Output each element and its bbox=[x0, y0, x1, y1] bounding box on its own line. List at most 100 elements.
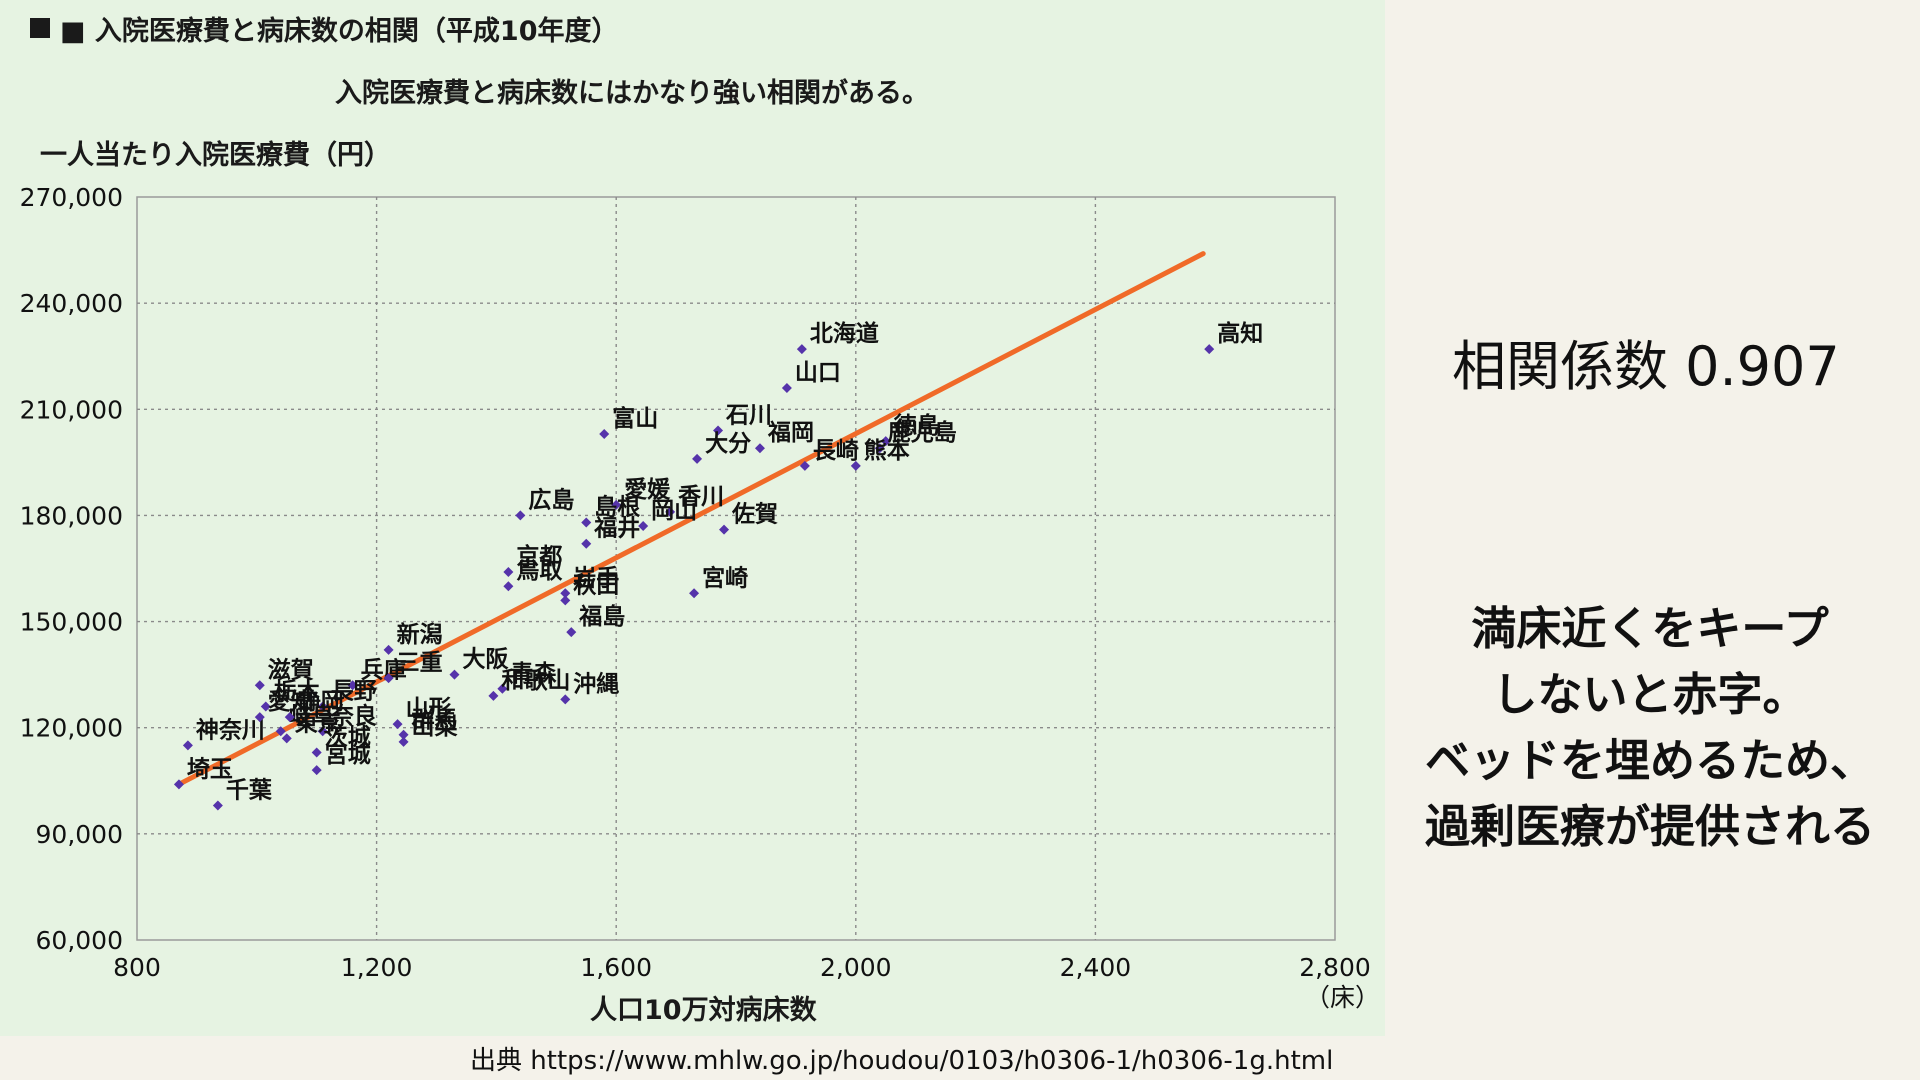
data-point bbox=[689, 588, 700, 599]
point-label: 香川 bbox=[678, 484, 724, 510]
point-label: 神奈川 bbox=[196, 716, 265, 743]
data-point bbox=[449, 669, 460, 680]
point-label: 北海道 bbox=[810, 320, 879, 347]
data-point bbox=[719, 524, 730, 535]
point-label: 宮崎 bbox=[702, 564, 748, 591]
point-label: 沖縄 bbox=[573, 671, 619, 697]
title-bullet-icon bbox=[30, 18, 50, 38]
point-label: 石川 bbox=[725, 403, 772, 429]
point-label: 福島 bbox=[578, 603, 625, 630]
callout-message: 満床近くをキープ しないと赤字。 ベッドを埋めるため、 過剰医療が提供される bbox=[1390, 596, 1910, 860]
message-line: しないと赤字。 bbox=[1492, 668, 1808, 721]
data-point bbox=[317, 701, 328, 712]
grid bbox=[136, 196, 1336, 941]
data-point bbox=[713, 425, 724, 436]
y-tick-label: 240,000 bbox=[20, 289, 123, 318]
y-tick-label: 90,000 bbox=[36, 820, 123, 849]
point-label: 熊本 bbox=[864, 437, 910, 464]
point-label: 岩手 bbox=[572, 565, 619, 591]
data-point bbox=[173, 779, 184, 790]
point-label: 栃木 bbox=[274, 678, 320, 704]
point-label: 三重 bbox=[397, 650, 443, 676]
data-point bbox=[515, 510, 526, 521]
data-point bbox=[398, 736, 409, 747]
x-unit-label: （床） bbox=[1305, 983, 1380, 1012]
data-point bbox=[311, 765, 322, 776]
point-label: 広島 bbox=[528, 486, 574, 513]
point-label: 埼玉 bbox=[187, 756, 233, 782]
y-axis-label: 一人当たり入院医療費（円） bbox=[40, 139, 391, 171]
point-label: 兵庫 bbox=[361, 656, 407, 683]
point-label: 福岡 bbox=[767, 420, 814, 446]
data-point bbox=[638, 521, 649, 532]
point-label: 茨城 bbox=[325, 723, 371, 750]
data-point bbox=[581, 538, 592, 549]
data-point bbox=[611, 499, 622, 510]
data-point bbox=[383, 673, 394, 684]
point-label: 秋田 bbox=[573, 572, 619, 598]
source-citation: 出典 https://www.mhlw.go.jp/houdou/0103/h0… bbox=[470, 1046, 1334, 1076]
trendline bbox=[176, 251, 1206, 787]
data-point bbox=[497, 683, 508, 694]
point-label: 鹿児島 bbox=[888, 419, 957, 446]
point-label: 和歌山 bbox=[501, 667, 570, 694]
y-tick-label: 210,000 bbox=[20, 395, 123, 424]
data-point bbox=[311, 747, 322, 758]
axis-ticks: 60,000 90,000 120,000 150,000 180,000 210,000… bbox=[20, 183, 1371, 982]
x-tick-label: 800 bbox=[113, 953, 161, 982]
point-label: 鳥取 bbox=[516, 557, 562, 584]
x-axis-label: 人口10万対病床数 bbox=[590, 994, 818, 1026]
data-point bbox=[850, 460, 861, 471]
data-point bbox=[284, 712, 295, 723]
data-point bbox=[754, 443, 765, 454]
point-label: 奈良 bbox=[330, 702, 377, 729]
point-label: 長野 bbox=[331, 678, 377, 704]
data-point bbox=[796, 344, 807, 355]
point-label: 東京 bbox=[295, 709, 341, 736]
data-point bbox=[880, 436, 891, 447]
data-point bbox=[212, 800, 223, 811]
point-label: 宮城 bbox=[325, 741, 371, 768]
data-point bbox=[799, 460, 810, 471]
point-label: 京都 bbox=[516, 543, 562, 570]
point-label: 山口 bbox=[795, 360, 841, 386]
point-label: 高知 bbox=[1217, 320, 1263, 347]
y-tick-label: 150,000 bbox=[20, 608, 123, 637]
x-tick-label: 1,600 bbox=[580, 953, 652, 982]
message-line: 満床近くをキープ bbox=[1471, 602, 1829, 655]
data-point bbox=[665, 506, 676, 517]
chart-subtitle: 入院医療費と病床数にはかなり強い相関がある。 bbox=[335, 77, 929, 109]
x-tick-label: 1,200 bbox=[341, 953, 413, 982]
point-label: 愛媛 bbox=[624, 476, 671, 503]
data-point bbox=[398, 729, 409, 740]
y-tick-label: 60,000 bbox=[36, 926, 123, 955]
data-point bbox=[560, 595, 571, 606]
y-tick-label: 120,000 bbox=[20, 714, 123, 743]
data-point bbox=[566, 627, 577, 638]
data-point bbox=[874, 443, 885, 454]
point-label: 山形 bbox=[406, 696, 452, 722]
data-point bbox=[281, 733, 292, 744]
chart-title: ■ 入院医療費と病床数の相関（平成10年度） bbox=[60, 15, 618, 47]
trendline-group bbox=[176, 251, 1206, 787]
data-point bbox=[581, 517, 592, 528]
point-label: 岐阜 bbox=[289, 702, 335, 729]
data-point bbox=[692, 453, 703, 464]
point-label: 福井 bbox=[593, 516, 640, 542]
x-tick-label: 2,800 bbox=[1299, 953, 1371, 982]
data-point bbox=[254, 680, 265, 691]
point-label: 新潟 bbox=[397, 621, 443, 648]
x-tick-label: 2,400 bbox=[1060, 953, 1132, 982]
data-point bbox=[383, 644, 394, 655]
data-point bbox=[392, 719, 403, 730]
point-label: 千葉 bbox=[226, 778, 273, 804]
data-point bbox=[317, 726, 328, 737]
point-label: 大阪 bbox=[462, 647, 508, 673]
point-label: 愛知 bbox=[268, 688, 314, 715]
point-label: 青森 bbox=[510, 660, 557, 687]
data-point bbox=[260, 701, 271, 712]
data-point bbox=[488, 690, 499, 701]
message-line: 過剰医療が提供される bbox=[1424, 800, 1875, 853]
point-label: 島根 bbox=[594, 494, 640, 521]
